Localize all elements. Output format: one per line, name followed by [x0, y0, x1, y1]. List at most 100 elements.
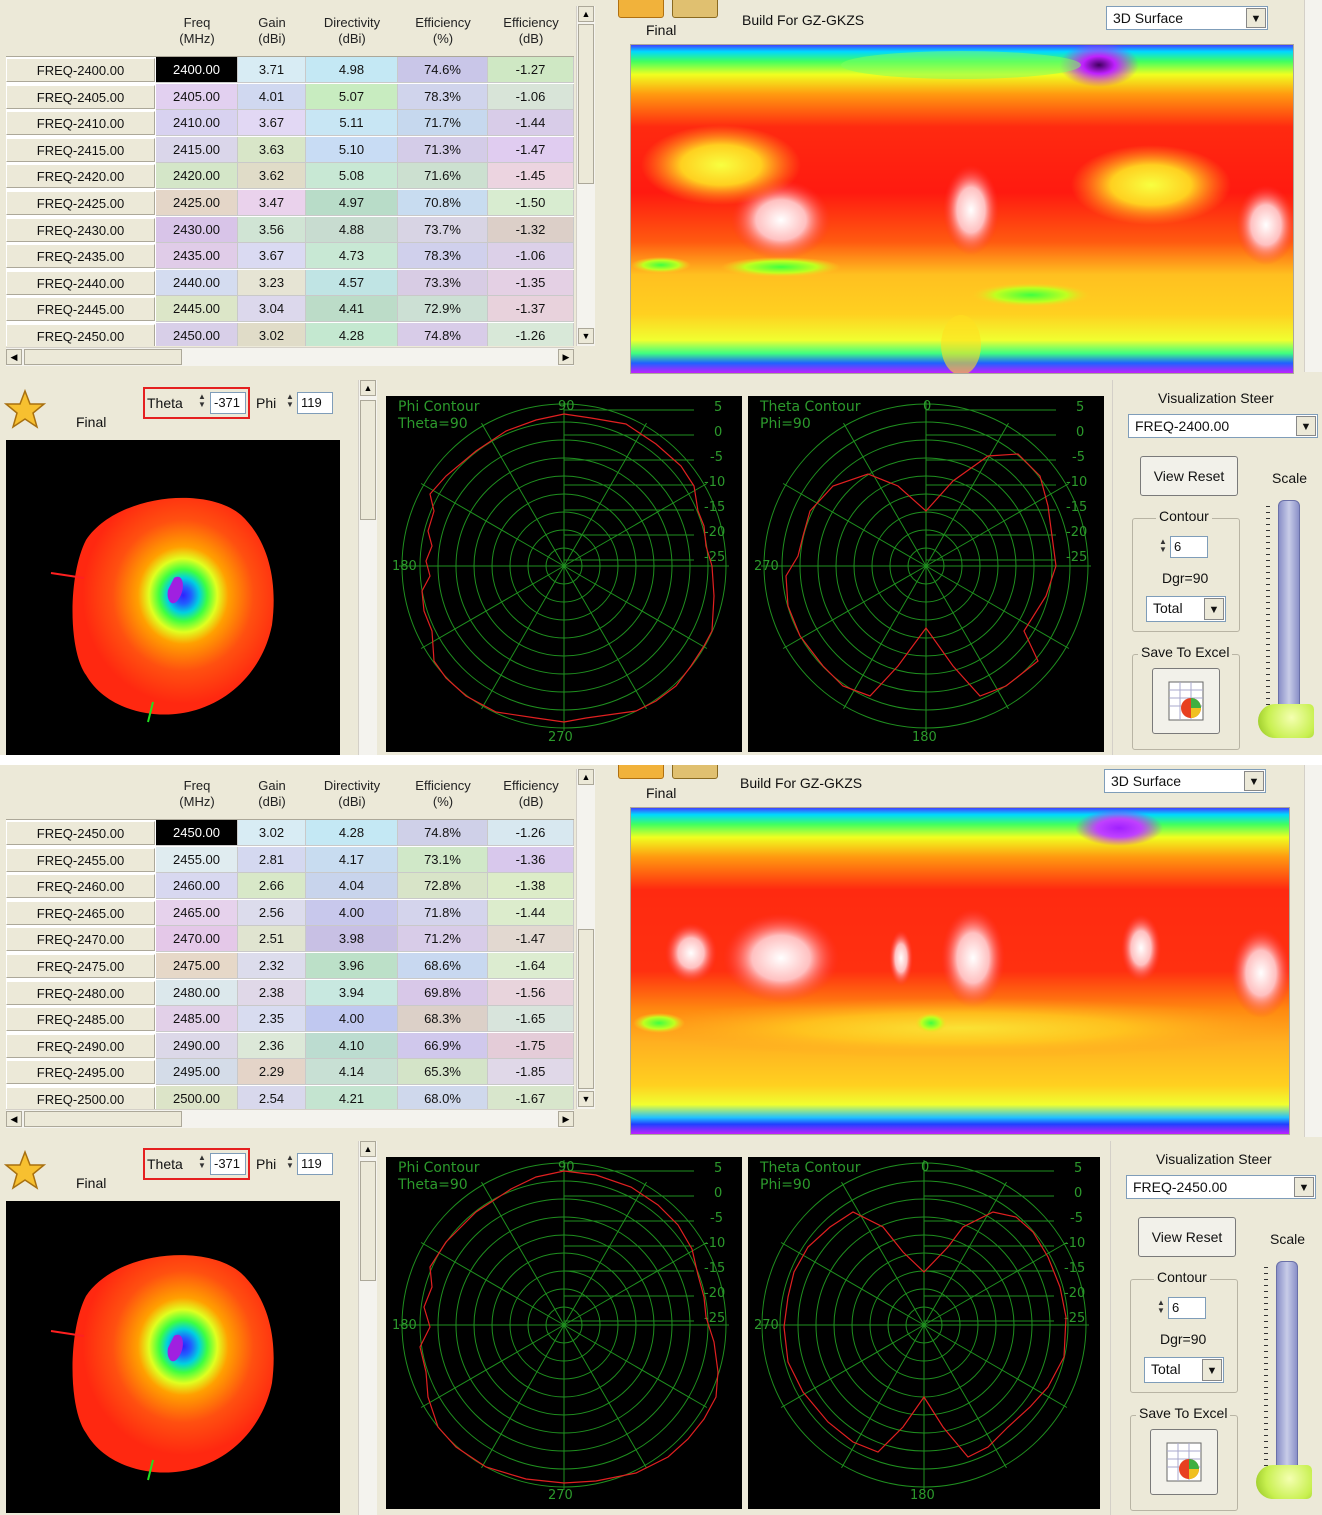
cell-efficiency-pct[interactable]: 74.6% [398, 57, 488, 83]
theta-spinner-icon[interactable]: ▲ ▼ [198, 392, 206, 409]
cell-efficiency-pct[interactable]: 74.8% [398, 820, 488, 846]
chevron-down-icon[interactable]: ▼ [1202, 1359, 1222, 1381]
row-header[interactable]: FREQ-2435.00 [6, 244, 155, 269]
theta-input[interactable]: -371 [210, 392, 246, 414]
cell-gain[interactable]: 3.62 [238, 163, 306, 190]
table-horizontal-scrollbar[interactable]: ◀ ▶ [6, 347, 574, 366]
cell-efficiency-pct[interactable]: 72.8% [398, 873, 488, 900]
cell-gain[interactable]: 3.56 [238, 216, 306, 243]
cell-gain[interactable]: 2.66 [238, 873, 306, 900]
phi-contour-plot[interactable]: 5 0 -5 -10 -15 -20 -25 Phi Contour Theta… [386, 396, 742, 752]
cell-efficiency-pct[interactable]: 66.9% [398, 1032, 488, 1059]
theta-input[interactable]: -371 [210, 1153, 246, 1175]
column-header-directivity[interactable]: Directivity (dBi) [306, 6, 399, 57]
cell-efficiency-pct[interactable]: 68.6% [398, 953, 488, 979]
chevron-down-icon[interactable]: ▼ [1244, 771, 1264, 791]
component-select[interactable]: Total ▼ [1146, 596, 1226, 622]
favorite-star-icon[interactable] [618, 765, 664, 779]
view-mode-select[interactable]: 3D Surface ▼ [1104, 769, 1266, 793]
column-header-directivity[interactable]: Directivity (dBi) [306, 769, 399, 820]
column-header-efficiency-db[interactable]: Efficiency (dB) [488, 769, 574, 820]
cell-gain[interactable]: 3.02 [238, 323, 306, 346]
scroll-left-button[interactable]: ◀ [6, 349, 22, 365]
phi-spinner-icon[interactable]: ▲ ▼ [286, 1153, 294, 1170]
column-header-gain[interactable]: Gain (dBi) [238, 769, 307, 820]
build-icon[interactable] [672, 765, 718, 779]
row-header[interactable]: FREQ-2450.00 [6, 324, 155, 346]
phi-input[interactable]: 119 [297, 1153, 333, 1175]
chevron-down-icon[interactable]: ▼ [1204, 598, 1224, 620]
cell-directivity[interactable]: 3.96 [306, 953, 398, 979]
cell-freq[interactable]: 2450.00 [156, 323, 238, 346]
cell-freq[interactable]: 2420.00 [156, 163, 238, 190]
cell-efficiency-db[interactable]: -1.45 [488, 163, 574, 190]
cell-freq[interactable]: 2475.00 [156, 953, 238, 979]
cell-efficiency-pct[interactable]: 65.3% [398, 1059, 488, 1086]
chevron-down-icon[interactable]: ▼ [1294, 1177, 1314, 1197]
cell-directivity[interactable]: 4.28 [306, 323, 398, 346]
cell-directivity[interactable]: 5.11 [306, 110, 398, 137]
cell-efficiency-db[interactable]: -1.37 [488, 296, 574, 323]
row-header[interactable]: FREQ-2450.00 [6, 821, 155, 845]
scroll-thumb[interactable] [24, 1111, 182, 1127]
row-header[interactable]: FREQ-2460.00 [6, 874, 155, 899]
cell-gain[interactable]: 3.67 [238, 243, 306, 270]
star-icon[interactable] [4, 388, 46, 430]
cell-freq[interactable]: 2445.00 [156, 296, 238, 323]
contour-input[interactable]: 6 [1168, 1297, 1206, 1319]
scroll-thumb[interactable] [578, 929, 594, 1089]
save-to-excel-button[interactable] [1152, 668, 1220, 734]
cell-directivity[interactable]: 4.21 [306, 1086, 398, 1109]
table-horizontal-scrollbar[interactable]: ◀ ▶ [6, 1109, 574, 1128]
scale-slider-thumb[interactable] [1258, 704, 1314, 738]
column-header-efficiency-db[interactable]: Efficiency (dB) [488, 6, 574, 57]
cell-efficiency-db[interactable]: -1.06 [488, 83, 574, 110]
cell-gain[interactable]: 3.04 [238, 296, 306, 323]
row-header[interactable]: FREQ-2455.00 [6, 847, 155, 872]
cell-efficiency-pct[interactable]: 69.8% [398, 979, 488, 1006]
cell-freq[interactable]: 2480.00 [156, 979, 238, 1006]
cell-efficiency-db[interactable]: -1.32 [488, 216, 574, 243]
theta-contour-plot[interactable]: 5 0 -5 -10 -15 -20 -25 Theta Contour Phi… [748, 1157, 1100, 1509]
scroll-left-button[interactable]: ◀ [6, 1111, 22, 1127]
scroll-up-button[interactable]: ▲ [360, 380, 376, 396]
heatmap-scrollbar[interactable] [1304, 0, 1322, 372]
cell-efficiency-pct[interactable]: 71.3% [398, 136, 488, 163]
cell-directivity[interactable]: 4.14 [306, 1059, 398, 1086]
cell-efficiency-pct[interactable]: 72.9% [398, 296, 488, 323]
favorite-star-icon[interactable] [618, 0, 664, 18]
cell-efficiency-db[interactable]: -1.44 [488, 110, 574, 137]
heatmap-scrollbar[interactable] [1304, 765, 1322, 1137]
column-header-freq[interactable]: Freq (MHz) [156, 769, 239, 820]
cell-directivity[interactable]: 5.08 [306, 163, 398, 190]
cell-efficiency-db[interactable]: -1.85 [488, 1059, 574, 1086]
scroll-thumb[interactable] [24, 349, 182, 365]
pattern-scrollbar[interactable]: ▲ [358, 1141, 377, 1515]
row-header[interactable]: FREQ-2480.00 [6, 980, 155, 1005]
row-header[interactable]: FREQ-2405.00 [6, 84, 155, 109]
chevron-down-icon[interactable]: ▼ [1296, 416, 1316, 436]
scroll-up-button[interactable]: ▲ [578, 6, 594, 22]
cell-directivity[interactable]: 5.07 [306, 83, 398, 110]
cell-directivity[interactable]: 3.94 [306, 979, 398, 1006]
cell-gain[interactable]: 2.54 [238, 1086, 306, 1109]
cell-efficiency-db[interactable]: -1.56 [488, 979, 574, 1006]
row-header[interactable]: FREQ-2430.00 [6, 217, 155, 242]
scroll-thumb[interactable] [360, 400, 376, 520]
cell-directivity[interactable]: 5.10 [306, 136, 398, 163]
cell-efficiency-db[interactable]: -1.26 [488, 820, 574, 846]
cell-gain[interactable]: 2.81 [238, 846, 306, 873]
build-icon[interactable] [672, 0, 718, 18]
cell-freq[interactable]: 2435.00 [156, 243, 238, 270]
row-header[interactable]: FREQ-2420.00 [6, 164, 155, 189]
3d-surface-heatmap[interactable] [630, 44, 1294, 374]
contour-spinner-icon[interactable]: ▲ ▼ [1159, 537, 1167, 554]
cell-freq[interactable]: 2430.00 [156, 216, 238, 243]
cell-efficiency-pct[interactable]: 71.8% [398, 899, 488, 926]
scroll-right-button[interactable]: ▶ [558, 1111, 574, 1127]
contour-input[interactable]: 6 [1170, 536, 1208, 558]
3d-radiation-pattern[interactable] [6, 1201, 340, 1513]
cell-efficiency-pct[interactable]: 78.3% [398, 83, 488, 110]
cell-directivity[interactable]: 4.73 [306, 243, 398, 270]
cell-efficiency-pct[interactable]: 68.3% [398, 1006, 488, 1033]
